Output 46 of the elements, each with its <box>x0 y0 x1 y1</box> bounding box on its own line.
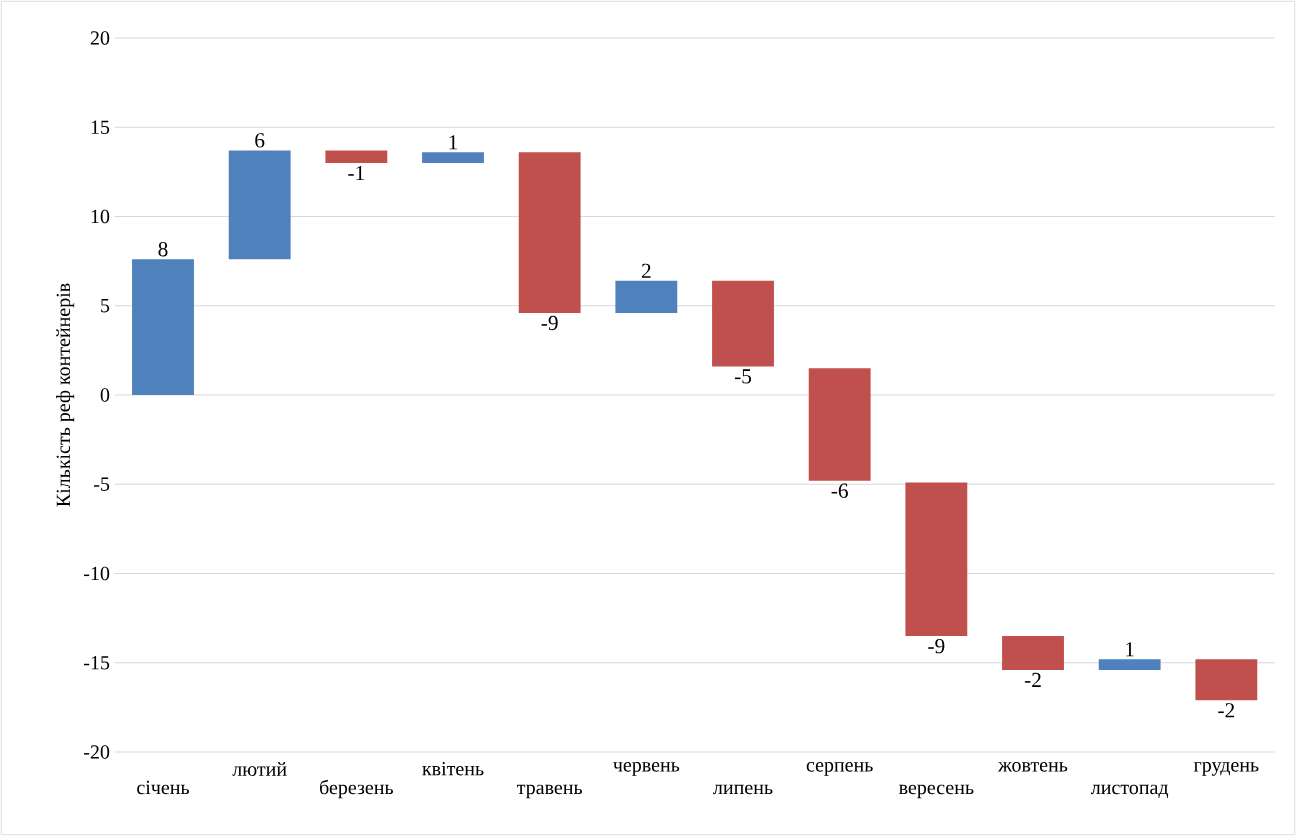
x-tick-label: березень <box>320 779 393 799</box>
data-label: -2 <box>1218 703 1235 718</box>
data-label: 8 <box>158 242 168 257</box>
data-label: 1 <box>449 135 458 150</box>
y-axis-title: Кількість реф контейнерів <box>56 283 75 507</box>
x-tick-label: травень <box>517 784 583 799</box>
bar <box>228 150 291 260</box>
y-tick-label: 5 <box>101 299 110 313</box>
bar <box>615 280 678 313</box>
y-tick-label: -20 <box>84 745 110 759</box>
y-tick-label: -10 <box>84 566 110 581</box>
y-tick-label: 15 <box>91 120 110 134</box>
bar <box>1002 635 1064 670</box>
data-label: -5 <box>734 369 752 384</box>
y-tick-label: 0 <box>100 388 110 402</box>
x-tick-label: лютий <box>232 762 287 776</box>
data-label: -1 <box>348 165 364 180</box>
x-tick-label: січень <box>137 780 189 795</box>
bar <box>808 368 871 481</box>
data-label: 1 <box>1126 642 1134 657</box>
y-tick-label: -5 <box>94 477 110 491</box>
data-label: 6 <box>255 133 265 148</box>
x-tick-label: червень <box>613 762 680 776</box>
data-label: 2 <box>641 263 651 278</box>
data-label: -2 <box>1024 672 1041 687</box>
bar <box>422 152 484 163</box>
data-label: -9 <box>928 638 945 654</box>
x-tick-label: вересень <box>899 784 974 799</box>
x-tick-label: серпень <box>806 762 873 776</box>
x-tick-label: квітень <box>422 762 484 776</box>
bar <box>325 150 388 163</box>
y-tick-label: 20 <box>90 31 110 45</box>
data-label: -9 <box>541 315 558 331</box>
bar <box>1195 659 1258 701</box>
y-tick-label: -15 <box>84 656 110 670</box>
bar <box>1098 659 1161 670</box>
x-tick-label: жовтень <box>998 762 1068 772</box>
y-tick-label: 10 <box>91 209 110 224</box>
bar <box>712 280 774 367</box>
data-label: -6 <box>831 483 848 498</box>
bar <box>518 152 581 313</box>
x-tick-label: липень <box>713 784 773 795</box>
bar <box>132 259 194 395</box>
x-tick-label: листопад <box>1090 784 1169 798</box>
x-tick-label: грудень <box>1193 762 1259 776</box>
bar <box>905 482 968 636</box>
